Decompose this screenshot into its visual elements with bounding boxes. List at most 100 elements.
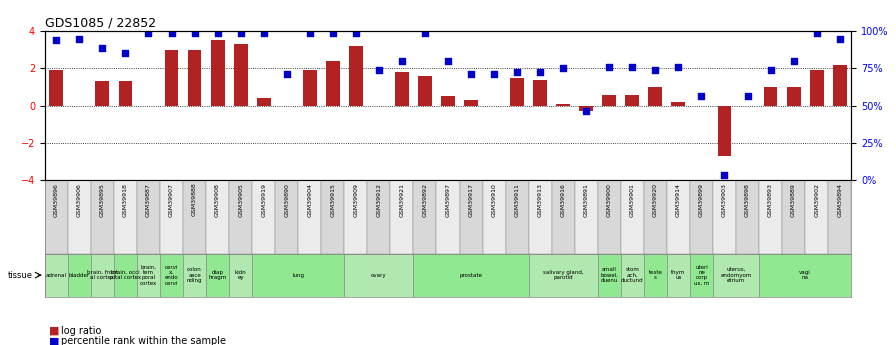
Point	[142, 30, 156, 36]
Text: GSM39894: GSM39894	[837, 183, 842, 217]
Bar	[187, 50, 202, 106]
Bar	[413, 254, 529, 297]
Text: GSM39906: GSM39906	[77, 183, 82, 217]
Text: GSM39900: GSM39900	[607, 183, 612, 217]
Bar	[45, 180, 68, 254]
Bar	[810, 70, 823, 106]
Bar	[118, 81, 133, 106]
Point	[579, 109, 593, 114]
Point	[464, 71, 478, 77]
Bar	[713, 180, 736, 254]
Bar	[713, 254, 759, 297]
Text: GSM39902: GSM39902	[814, 183, 819, 217]
Bar	[183, 254, 206, 297]
Text: bladder: bladder	[69, 273, 90, 278]
Text: GSM39904: GSM39904	[307, 183, 313, 217]
Bar	[349, 46, 363, 106]
Text: ■: ■	[49, 336, 60, 345]
Text: GSM39889: GSM39889	[791, 183, 797, 217]
Bar	[598, 254, 621, 297]
Text: brain,
tem
poral
cortex: brain, tem poral cortex	[140, 265, 157, 286]
Point	[303, 30, 317, 36]
Text: uteri
ne
corp
us, m: uteri ne corp us, m	[694, 265, 709, 286]
Text: adrenal: adrenal	[46, 273, 67, 278]
Bar	[644, 254, 667, 297]
Text: GSM39914: GSM39914	[676, 183, 681, 217]
Bar	[806, 180, 828, 254]
Bar	[436, 180, 460, 254]
Text: brain, occi
pital cortex: brain, occi pital cortex	[110, 270, 141, 280]
Text: GSM39917: GSM39917	[469, 183, 474, 217]
Text: GSM39888: GSM39888	[192, 183, 197, 216]
Bar	[298, 180, 322, 254]
Bar	[832, 65, 847, 106]
Point	[372, 68, 386, 73]
Point	[763, 68, 778, 73]
Text: tissue: tissue	[8, 270, 33, 279]
Text: GSM39903: GSM39903	[722, 183, 727, 217]
Bar	[395, 72, 409, 106]
Bar	[344, 180, 367, 254]
Bar	[828, 180, 851, 254]
Text: GSM39896: GSM39896	[54, 183, 59, 217]
Bar	[90, 254, 114, 297]
Point	[510, 69, 524, 75]
Point	[740, 93, 754, 99]
Text: GSM39911: GSM39911	[514, 183, 520, 217]
Bar	[649, 87, 662, 106]
Bar	[483, 180, 505, 254]
Bar	[556, 104, 570, 106]
Text: GSM39921: GSM39921	[400, 183, 404, 217]
Text: GSM39909: GSM39909	[353, 183, 358, 217]
Bar	[418, 76, 432, 106]
Text: GSM39905: GSM39905	[238, 183, 243, 217]
Bar	[326, 61, 340, 106]
Text: GSM39898: GSM39898	[745, 183, 750, 217]
Point	[256, 30, 271, 36]
Bar	[229, 254, 252, 297]
Bar	[690, 254, 713, 297]
Bar	[160, 254, 183, 297]
Bar	[114, 180, 137, 254]
Bar	[275, 180, 298, 254]
Bar	[598, 180, 621, 254]
Bar	[759, 254, 851, 297]
Point	[164, 30, 178, 36]
Bar	[552, 180, 574, 254]
Point	[556, 66, 571, 71]
Bar	[49, 70, 64, 106]
Text: GSM39913: GSM39913	[538, 183, 543, 217]
Text: diap
hragm: diap hragm	[209, 270, 227, 280]
Text: GSM39907: GSM39907	[169, 183, 174, 217]
Bar	[344, 254, 413, 297]
Point	[671, 64, 685, 69]
Bar	[460, 180, 483, 254]
Point	[349, 30, 363, 36]
Text: GSM39897: GSM39897	[445, 183, 451, 217]
Bar	[45, 254, 68, 297]
Point	[395, 58, 409, 64]
Point	[694, 93, 709, 99]
Bar	[763, 87, 778, 106]
Bar	[90, 180, 114, 254]
Text: GSM39887: GSM39887	[146, 183, 151, 217]
Text: kidn
ey: kidn ey	[235, 270, 246, 280]
Bar	[322, 180, 344, 254]
Text: GSM39890: GSM39890	[284, 183, 289, 217]
Bar	[533, 80, 547, 106]
Text: colon
asce
nding: colon asce nding	[186, 267, 202, 283]
Point	[95, 45, 109, 51]
Point	[325, 30, 340, 36]
Bar	[137, 254, 160, 297]
Bar	[257, 98, 271, 106]
Bar	[505, 180, 529, 254]
Text: GSM39893: GSM39893	[768, 183, 773, 217]
Text: prostate: prostate	[460, 273, 483, 278]
Text: GSM39919: GSM39919	[261, 183, 266, 217]
Text: uterus,
endomyom
etrium: uterus, endomyom etrium	[720, 267, 752, 283]
Bar	[367, 180, 391, 254]
Bar	[718, 106, 731, 156]
Text: cervi
x,
endo
cervi: cervi x, endo cervi	[165, 265, 178, 286]
Bar	[183, 180, 206, 254]
Bar	[621, 254, 644, 297]
